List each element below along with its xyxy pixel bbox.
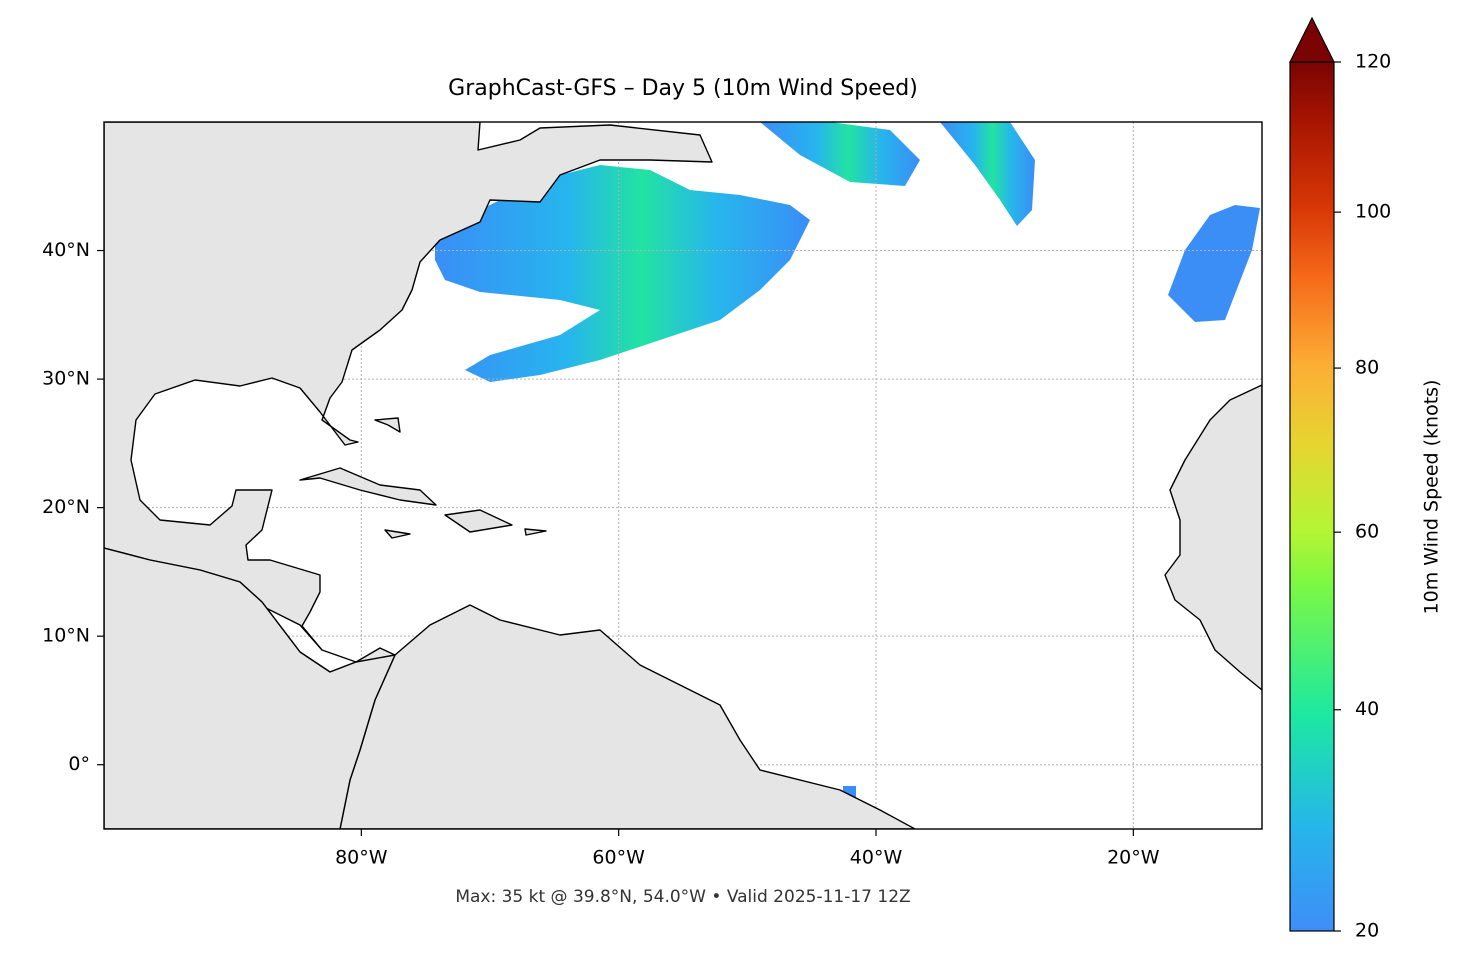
- y-tick-label: 0°: [68, 753, 90, 775]
- colorbar: 10m Wind Speed (knots) 20 40 60 80 100 120: [1289, 16, 1443, 942]
- colorbar-tick-label: 40: [1355, 698, 1379, 720]
- land: [104, 122, 1262, 829]
- map-area: [104, 122, 1262, 829]
- y-tick-label: 40°N: [42, 239, 90, 261]
- x-tick-label: 20°W: [1107, 847, 1160, 869]
- colorbar-extend: [1289, 16, 1335, 63]
- colorbar-tick-label: 120: [1355, 51, 1391, 73]
- x-tick-label: 40°W: [850, 847, 903, 869]
- map-title: GraphCast-GFS – Day 5 (10m Wind Speed): [448, 76, 918, 101]
- colorbar-tick-label: 100: [1355, 201, 1391, 223]
- x-tick-label: 60°W: [592, 847, 645, 869]
- y-tick-label: 10°N: [42, 625, 90, 647]
- wind-field: [435, 122, 1260, 799]
- map-frame: [103, 121, 1263, 830]
- y-tick-label: 30°N: [42, 368, 90, 390]
- colorbar-tick-label: 60: [1355, 521, 1379, 543]
- colorbar-label: 10m Wind Speed (knots): [1421, 380, 1443, 615]
- map-note: Max: 35 kt @ 39.8°N, 54.0°W • Valid 2025…: [455, 887, 910, 907]
- x-tick-label: 80°W: [335, 847, 388, 869]
- colorbar-tick-label: 20: [1355, 920, 1379, 942]
- colorbar-tick-label: 80: [1355, 357, 1379, 379]
- colorbar-bar: [1289, 61, 1335, 932]
- y-tick-label: 20°N: [42, 496, 90, 518]
